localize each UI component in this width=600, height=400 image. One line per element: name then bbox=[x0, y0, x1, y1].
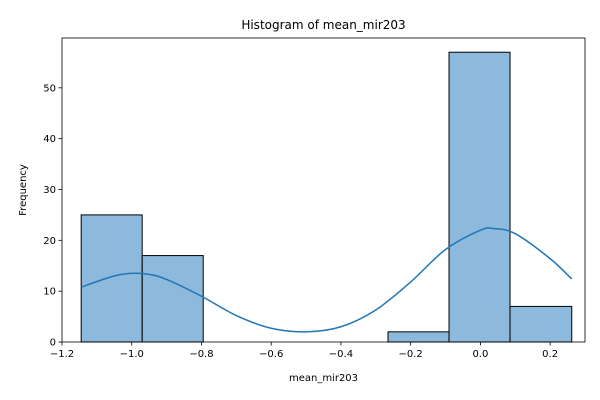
y-tick-label: 30 bbox=[43, 185, 56, 196]
y-tick-label: 10 bbox=[43, 287, 56, 298]
histogram-bar-7 bbox=[509, 305, 573, 343]
histogram-bar-0 bbox=[80, 214, 143, 343]
y-tick-label: 50 bbox=[43, 83, 56, 94]
y-tick-label: 40 bbox=[43, 134, 56, 145]
histogram-bar-5 bbox=[387, 331, 450, 343]
x-tick-label: −0.8 bbox=[189, 349, 213, 360]
x-tick-label: −0.4 bbox=[329, 349, 353, 360]
x-axis-label: mean_mir203 bbox=[289, 373, 358, 384]
histogram-bar-1 bbox=[141, 255, 204, 343]
x-tick-label: −1.2 bbox=[50, 349, 74, 360]
chart-title: Histogram of mean_mir203 bbox=[241, 18, 405, 32]
y-tick-label: 0 bbox=[50, 338, 56, 349]
x-tick-label: −0.2 bbox=[399, 349, 423, 360]
plot-frame bbox=[61, 37, 586, 343]
x-axis-ticks: −1.2 −1.0 −0.8 −0.6 −0.4 −0.2 0.0 0.2 bbox=[50, 342, 558, 360]
x-tick-label: 0.2 bbox=[542, 349, 558, 360]
y-tick-label: 20 bbox=[43, 236, 56, 247]
histogram-bars bbox=[80, 51, 573, 343]
x-tick-label: 0.0 bbox=[472, 349, 488, 360]
y-axis-label: Frequency bbox=[18, 164, 29, 216]
x-tick-label: −1.0 bbox=[120, 349, 144, 360]
x-tick-label: −0.6 bbox=[259, 349, 283, 360]
histogram-bar-6 bbox=[448, 51, 511, 343]
kde-curve bbox=[80, 227, 573, 333]
y-axis-ticks: 0 10 20 30 40 50 bbox=[43, 83, 62, 349]
